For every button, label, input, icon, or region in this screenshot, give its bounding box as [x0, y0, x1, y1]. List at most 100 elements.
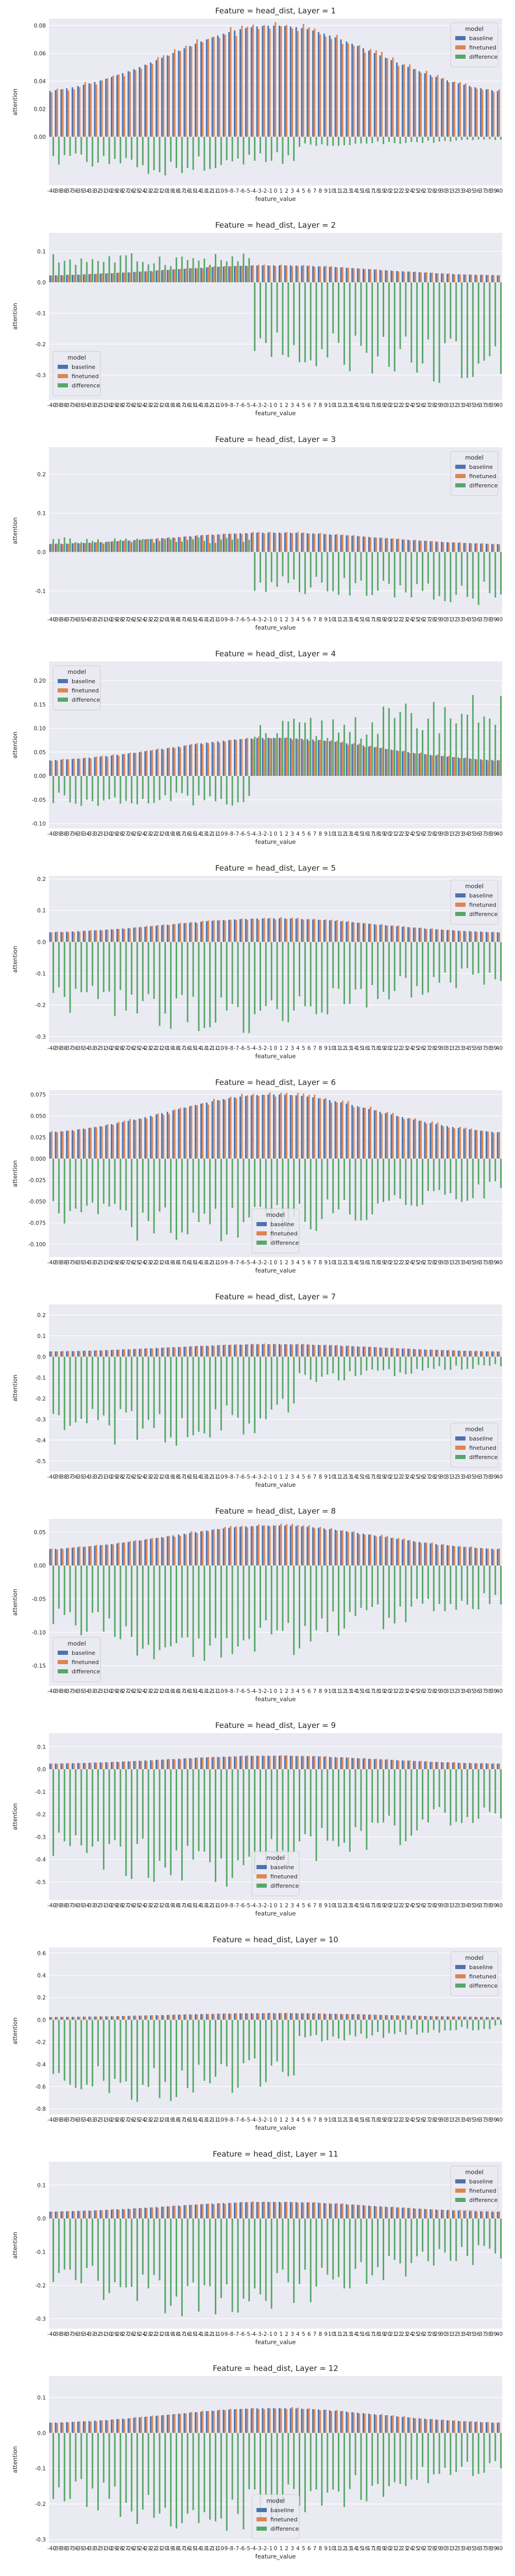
baseline-bar	[486, 2211, 487, 2219]
x-tick-label: 21	[389, 188, 396, 194]
finetuned-bar	[425, 1543, 427, 1566]
x-tick-label: -7	[234, 1474, 239, 1480]
difference-bar	[102, 544, 105, 552]
x-tick-label: -23	[143, 188, 151, 194]
finetuned-bar	[465, 1763, 467, 1770]
finetuned-bar	[191, 46, 193, 137]
difference-bar	[53, 1158, 54, 1201]
difference-bar	[343, 1357, 345, 1381]
difference-bar	[231, 539, 233, 552]
baseline-bar	[222, 534, 225, 552]
x-tick-label: 5	[302, 617, 305, 623]
baseline-bar	[340, 2204, 342, 2219]
finetuned-bar	[482, 2211, 484, 2219]
x-tick-label: -11	[210, 1474, 218, 1480]
baseline-bar	[172, 2014, 174, 2020]
x-tick-label: -20	[159, 2331, 168, 2337]
x-tick-label: 39	[490, 188, 497, 194]
baseline-bar	[289, 265, 291, 282]
difference-bar	[186, 2218, 188, 2286]
finetuned-bar	[325, 2203, 327, 2219]
difference-bar	[383, 1565, 384, 1630]
finetuned-bar	[202, 535, 204, 552]
baseline-bar	[82, 1547, 84, 1566]
x-tick-label: 31	[445, 1045, 452, 1052]
difference-bar	[203, 2020, 205, 2081]
finetuned-bar	[79, 2016, 81, 2020]
finetuned-bar	[493, 760, 495, 776]
difference-bar	[80, 2218, 82, 2283]
baseline-bar	[49, 2017, 51, 2020]
x-tick-label: -4	[250, 2117, 256, 2123]
finetuned-bar	[163, 2206, 165, 2219]
baseline-bar	[245, 28, 247, 137]
difference-bar	[226, 2433, 228, 2531]
x-tick-label: -38	[59, 2546, 67, 2552]
baseline-bar	[156, 2416, 157, 2433]
finetuned-bar	[415, 1118, 416, 1159]
difference-bar	[360, 137, 362, 144]
finetuned-bar	[347, 1757, 349, 1770]
difference-bar	[472, 1357, 474, 1369]
baseline-bar	[402, 64, 404, 137]
baseline-bar	[262, 738, 264, 776]
finetuned-bar	[442, 2209, 444, 2219]
legend-swatch-difference	[455, 1455, 466, 1459]
finetuned-bar	[174, 924, 176, 942]
baseline-bar	[234, 533, 236, 552]
baseline-bar	[284, 1755, 286, 1770]
baseline-bar	[66, 2422, 68, 2433]
x-tick-label: -14	[193, 402, 201, 409]
baseline-bar	[480, 759, 482, 776]
difference-bar	[393, 2433, 396, 2482]
y-axis-label: attention	[11, 2018, 19, 2044]
baseline-bar	[351, 43, 353, 137]
x-tick-label: 14	[350, 1903, 357, 1909]
finetuned-bar	[274, 2202, 277, 2219]
baseline-bar	[346, 1757, 348, 1770]
difference-bar	[114, 1565, 116, 1637]
finetuned-bar	[319, 2013, 321, 2020]
difference-bar	[304, 942, 306, 1007]
finetuned-bar	[280, 264, 282, 282]
x-tick-label: 39	[490, 1903, 497, 1909]
baseline-bar	[390, 2416, 392, 2433]
difference-bar	[461, 2218, 463, 2247]
baseline-bar	[289, 1526, 291, 1566]
finetuned-bar	[174, 49, 176, 137]
baseline-bar	[88, 543, 90, 552]
baseline-bar	[228, 740, 230, 776]
finetuned-bar	[67, 275, 70, 282]
x-tick-label: -2	[262, 2117, 267, 2123]
finetuned-bar	[73, 89, 75, 137]
x-tick-label: -29	[109, 1045, 117, 1052]
finetuned-bar	[381, 2015, 383, 2020]
baseline-bar	[139, 66, 141, 137]
finetuned-bar	[459, 931, 461, 942]
finetuned-bar	[213, 920, 215, 942]
y-tick-label: 0.2	[37, 472, 46, 478]
y-tick-label: -0.5	[36, 1459, 46, 1465]
baseline-bar	[122, 1761, 124, 1770]
chart-panel-4: Feature = head_dist, Layer = 4-0.10-0.05…	[11, 649, 503, 845]
baseline-bar	[66, 2016, 68, 2020]
baseline-bar	[457, 2016, 459, 2020]
x-tick-label: -6	[239, 188, 245, 194]
finetuned-bar	[179, 537, 181, 552]
x-tick-label: -35	[75, 1688, 84, 1694]
finetuned-bar	[314, 1756, 316, 1770]
finetuned-bar	[101, 2210, 103, 2219]
x-tick-label: -8	[228, 617, 233, 623]
difference-bar	[125, 1357, 127, 1413]
finetuned-bar	[336, 2203, 338, 2219]
x-tick-label: -12	[204, 2117, 213, 2123]
difference-bar	[477, 722, 479, 776]
baseline-bar	[273, 1755, 275, 1770]
difference-bar	[433, 1769, 435, 1809]
difference-bar	[125, 137, 127, 158]
x-tick-label: 23	[401, 1688, 407, 1694]
x-tick-label: -40	[47, 1688, 56, 1694]
finetuned-bar	[224, 35, 226, 137]
finetuned-bar	[263, 1525, 265, 1566]
difference-bar	[299, 552, 300, 592]
